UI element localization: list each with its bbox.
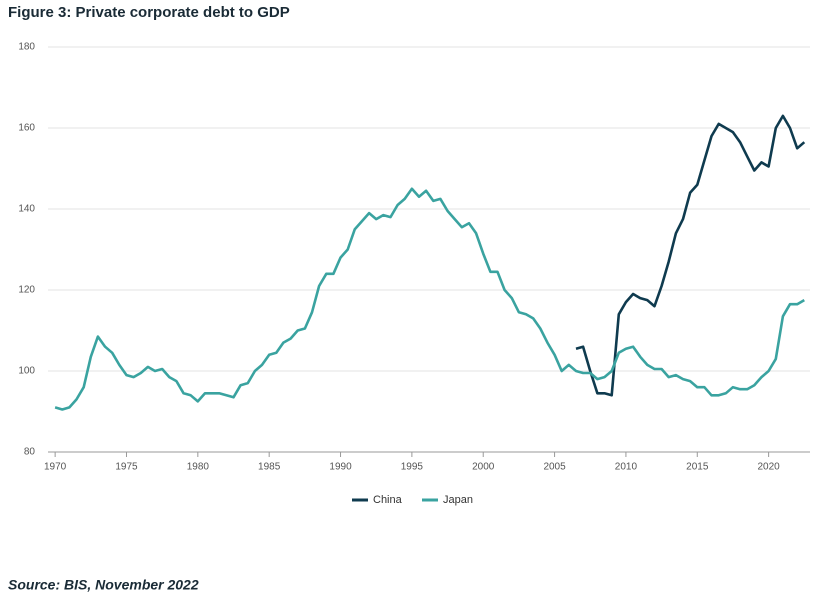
y-tick-label: 120: [18, 285, 35, 296]
x-tick-label: 2000: [472, 462, 495, 473]
y-tick-label: 80: [24, 447, 36, 458]
legend-label: Japan: [443, 494, 473, 506]
series-line: [54, 187, 805, 411]
legend-label: China: [373, 494, 403, 506]
x-tick-label: 1980: [187, 462, 210, 473]
x-tick-label: 1975: [115, 462, 138, 473]
y-tick-label: 160: [18, 123, 35, 134]
source-note: Source: BIS, November 2022: [8, 577, 199, 593]
x-tick-label: 2020: [757, 462, 780, 473]
x-tick-label: 2015: [686, 462, 709, 473]
chart-title: Figure 3: Private corporate debt to GDP: [8, 4, 290, 21]
x-tick-label: 2010: [615, 462, 638, 473]
x-tick-label: 1990: [329, 462, 352, 473]
series-line: [575, 114, 806, 397]
x-tick-label: 1995: [401, 462, 424, 473]
x-tick-label: 1985: [258, 462, 281, 473]
y-tick-label: 140: [18, 204, 35, 215]
x-tick-label: 2005: [543, 462, 566, 473]
y-tick-label: 180: [18, 42, 35, 53]
x-tick-label: 1970: [44, 462, 67, 473]
y-tick-label: 100: [18, 366, 35, 377]
